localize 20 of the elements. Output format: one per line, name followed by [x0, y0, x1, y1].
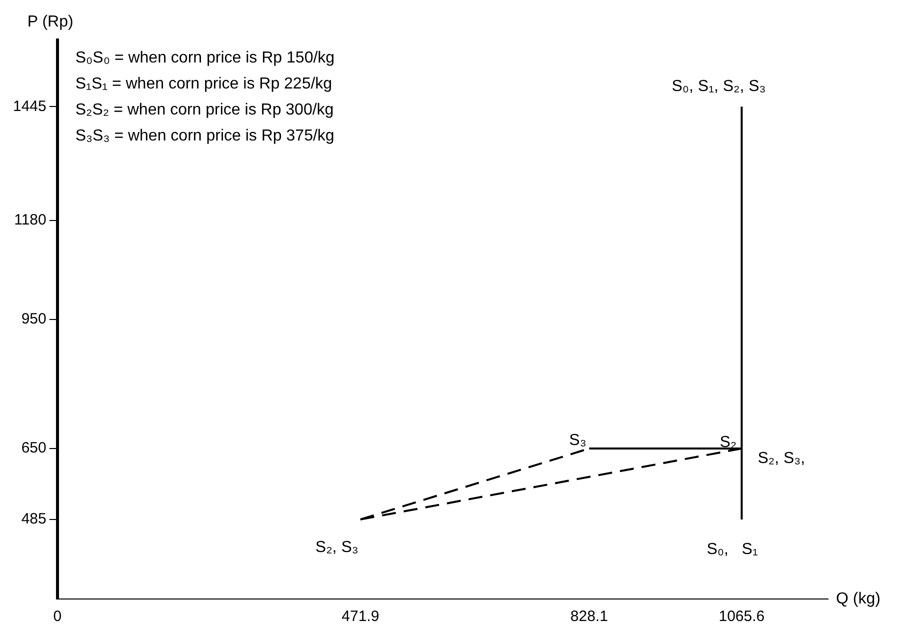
- y-axis-title: P (Rp): [27, 13, 74, 30]
- annotation: S₃S₃ = when corn price is Rp 375/kg: [75, 127, 334, 144]
- x-tick-label: 0: [53, 608, 62, 626]
- x-axis-title: Q (kg): [836, 590, 880, 608]
- x-tick-label: 828.1: [570, 608, 608, 626]
- annotation: S₂, S₃,: [758, 450, 806, 467]
- y-tick-label: 950: [21, 310, 46, 328]
- x-tick-label: 471.9: [342, 608, 380, 626]
- y-tick-label: 1445: [12, 98, 46, 115]
- y-tick-label: 650: [21, 440, 46, 457]
- y-tick-label: 485: [21, 510, 46, 528]
- annotation: S₀, S₁: [706, 540, 758, 558]
- annotation: S₁S₁ = when corn price is Rp 225/kg: [75, 75, 332, 92]
- annotation: S₂S₂ = when corn price is Rp 300/kg: [75, 101, 334, 118]
- annotation: S₀, S₁, S₂, S₃: [672, 78, 766, 96]
- x-tick-label: 1065.6: [718, 608, 765, 626]
- annotation: S₂, S₃: [315, 538, 358, 556]
- y-tick-label: 1180: [14, 212, 46, 229]
- annotation: S₃: [569, 432, 586, 449]
- annotation: S₀S₀ = when corn price is Rp 150/kg: [75, 49, 335, 66]
